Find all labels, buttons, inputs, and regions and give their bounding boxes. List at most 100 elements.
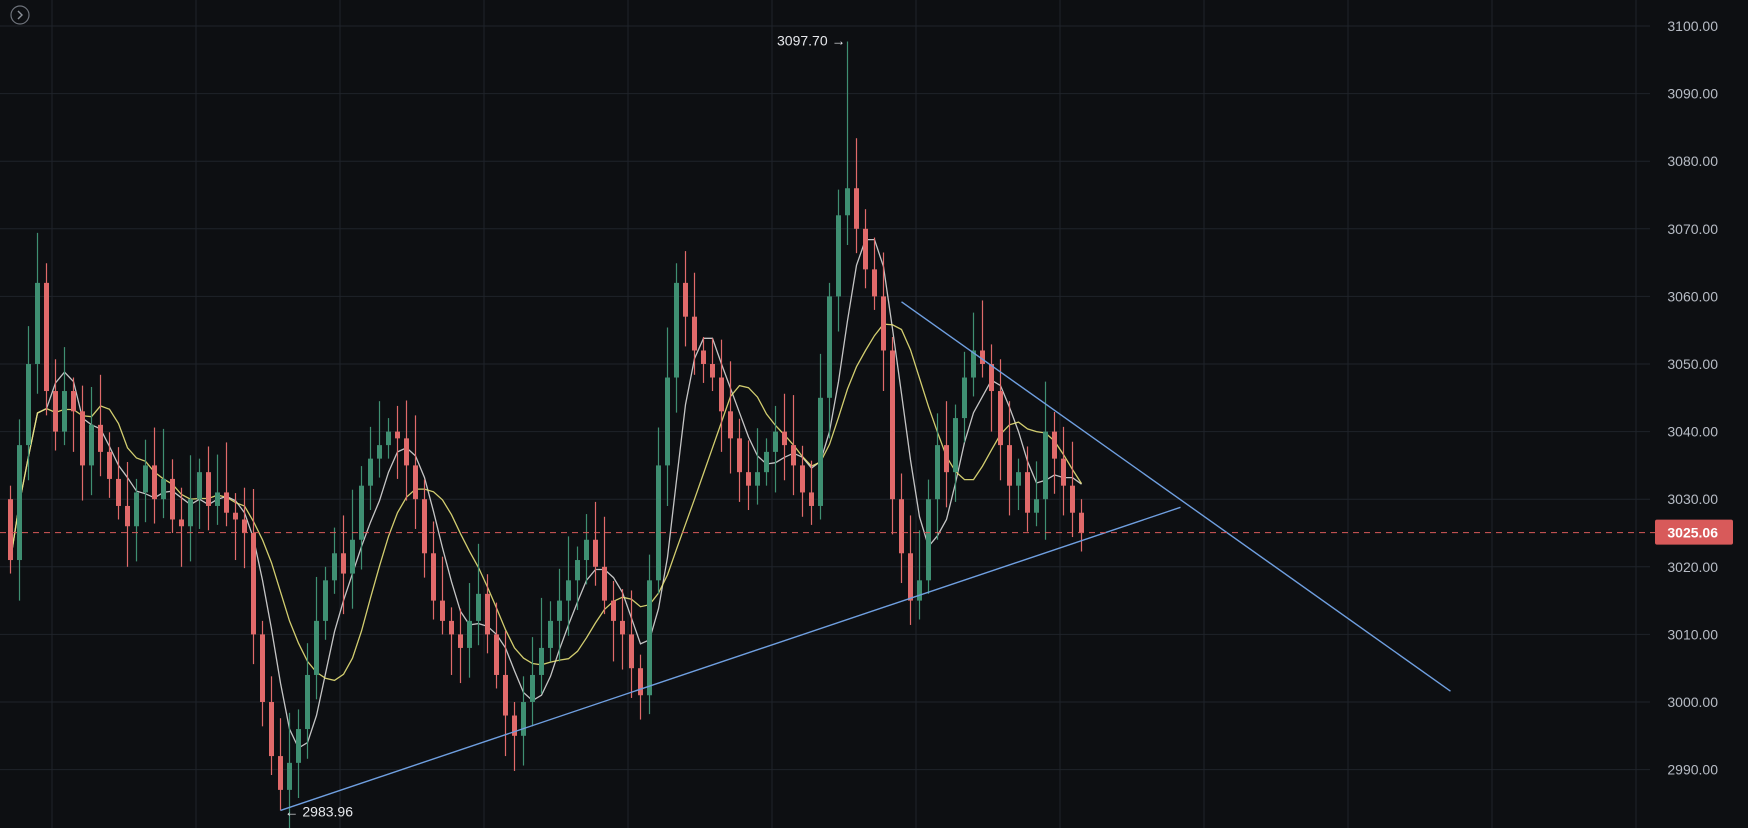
candle[interactable]: [521, 676, 526, 766]
trendlines[interactable]: [280, 301, 1451, 812]
candle[interactable]: [1052, 411, 1057, 494]
candle[interactable]: [647, 554, 652, 715]
candle[interactable]: [746, 440, 751, 511]
candle[interactable]: [197, 458, 202, 529]
candle[interactable]: [800, 445, 805, 517]
candle[interactable]: [1025, 446, 1030, 532]
candle[interactable]: [71, 377, 76, 452]
candle[interactable]: [854, 138, 859, 254]
candle[interactable]: [899, 473, 904, 584]
candle[interactable]: [116, 447, 121, 520]
candle[interactable]: [440, 556, 445, 635]
candle[interactable]: [395, 405, 400, 479]
candle[interactable]: [1061, 426, 1066, 516]
candle[interactable]: [557, 568, 562, 662]
candle[interactable]: [773, 405, 778, 493]
candle[interactable]: [62, 347, 67, 446]
candle[interactable]: [881, 252, 886, 392]
candle[interactable]: [728, 361, 733, 474]
candle[interactable]: [539, 597, 544, 694]
candle[interactable]: [422, 479, 427, 578]
candle[interactable]: [512, 702, 517, 771]
candle[interactable]: [575, 546, 580, 611]
candle[interactable]: [944, 401, 949, 508]
candle[interactable]: [80, 385, 85, 501]
candle[interactable]: [737, 418, 742, 502]
candles[interactable]: [8, 41, 1084, 828]
candle[interactable]: [764, 438, 769, 486]
candle[interactable]: [359, 466, 364, 570]
candle[interactable]: [962, 351, 967, 443]
candle[interactable]: [233, 493, 238, 561]
candle[interactable]: [125, 462, 130, 567]
candle[interactable]: [215, 454, 220, 525]
candle[interactable]: [953, 404, 958, 502]
candle[interactable]: [620, 589, 625, 670]
candle[interactable]: [134, 478, 139, 562]
candle[interactable]: [458, 608, 463, 684]
candle[interactable]: [143, 439, 148, 523]
candle[interactable]: [998, 359, 1003, 481]
trendline[interactable]: [280, 506, 1181, 812]
candle[interactable]: [692, 272, 697, 375]
candle[interactable]: [296, 709, 301, 798]
candle[interactable]: [593, 501, 598, 586]
candle[interactable]: [179, 487, 184, 567]
candle[interactable]: [611, 580, 616, 662]
candle[interactable]: [242, 487, 247, 569]
candle[interactable]: [1070, 441, 1075, 538]
candle[interactable]: [98, 374, 103, 477]
candle[interactable]: [935, 413, 940, 540]
candle[interactable]: [782, 393, 787, 481]
candle[interactable]: [386, 418, 391, 459]
candle[interactable]: [791, 395, 796, 496]
candle[interactable]: [917, 530, 922, 620]
candle[interactable]: [584, 514, 589, 585]
candle[interactable]: [323, 566, 328, 640]
candle[interactable]: [1034, 461, 1039, 527]
candle[interactable]: [890, 336, 895, 535]
candle[interactable]: [602, 516, 607, 615]
candle[interactable]: [368, 426, 373, 511]
candle[interactable]: [1016, 458, 1021, 511]
candle[interactable]: [476, 543, 481, 646]
candle[interactable]: [926, 479, 931, 594]
candle[interactable]: [188, 455, 193, 562]
candle[interactable]: [17, 419, 22, 601]
candle[interactable]: [908, 515, 913, 625]
candle[interactable]: [170, 459, 175, 533]
candle[interactable]: [107, 432, 112, 498]
candle[interactable]: [629, 590, 634, 698]
candle[interactable]: [701, 336, 706, 383]
candle[interactable]: [719, 339, 724, 452]
scroll-back-button[interactable]: [10, 5, 30, 25]
candle[interactable]: [836, 189, 841, 332]
candle[interactable]: [467, 583, 472, 678]
candle[interactable]: [332, 527, 337, 594]
trendline[interactable]: [901, 301, 1451, 692]
candle[interactable]: [404, 400, 409, 501]
candle[interactable]: [665, 327, 670, 506]
candle[interactable]: [638, 654, 643, 720]
candle[interactable]: [809, 460, 814, 525]
candle[interactable]: [287, 712, 292, 828]
candle[interactable]: [8, 485, 13, 574]
candle[interactable]: [152, 427, 157, 524]
candle[interactable]: [224, 442, 229, 527]
candle[interactable]: [314, 576, 319, 700]
candle[interactable]: [350, 489, 355, 609]
candle[interactable]: [413, 415, 418, 529]
candle[interactable]: [530, 637, 535, 727]
candle[interactable]: [44, 263, 49, 416]
candle[interactable]: [989, 344, 994, 432]
candle[interactable]: [206, 446, 211, 531]
candle[interactable]: [161, 428, 166, 519]
candle[interactable]: [53, 359, 58, 451]
candle[interactable]: [845, 41, 850, 246]
candle[interactable]: [341, 515, 346, 615]
candle[interactable]: [1007, 401, 1012, 516]
candle[interactable]: [431, 521, 436, 620]
candle[interactable]: [1079, 499, 1084, 552]
candle[interactable]: [305, 643, 310, 759]
